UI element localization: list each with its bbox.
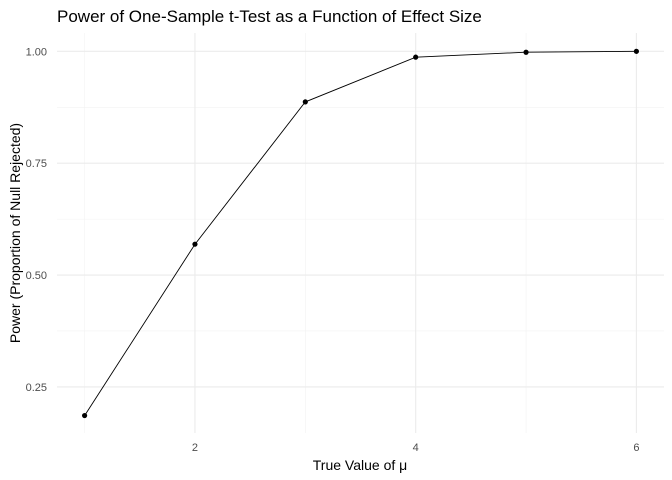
data-point-4	[413, 54, 419, 60]
series-power	[81, 48, 640, 419]
chart-title: Power of One-Sample t-Test as a Function…	[57, 7, 482, 26]
y-axis-label: Power (Proportion of Null Rejected)	[7, 123, 23, 343]
y-tick-label-1: 0.50	[26, 270, 47, 282]
y-tick-label-0: 0.25	[26, 382, 47, 394]
x-tick-label-0: 2	[192, 442, 198, 454]
y-tick-label-3: 1.00	[26, 46, 47, 58]
x-tick-label-2: 6	[633, 442, 639, 454]
data-point-1	[81, 412, 88, 419]
x-axis-ticks: 2 4 6	[192, 442, 640, 454]
data-point-2	[192, 241, 198, 247]
data-point-6	[633, 48, 640, 54]
y-tick-label-2: 0.75	[26, 158, 47, 170]
grid	[57, 33, 664, 433]
y-axis-ticks: 0.25 0.50 0.75 1.00	[26, 46, 47, 394]
data-point-5	[523, 49, 529, 55]
x-axis-label: True Value of μ	[313, 457, 407, 473]
data-point-3	[302, 99, 308, 105]
power-line	[84, 50, 637, 416]
x-tick-label-1: 4	[413, 442, 419, 454]
